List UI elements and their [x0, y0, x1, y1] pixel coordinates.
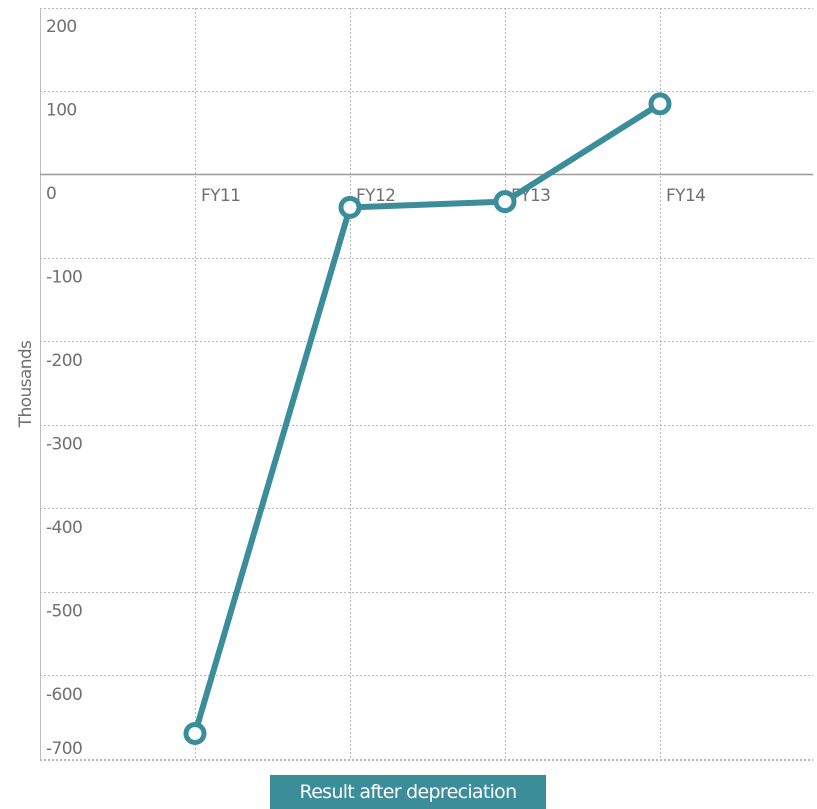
x-tick-label: FY11 [201, 186, 240, 206]
y-tick-label: -200 [46, 351, 82, 371]
y-tick-label: -500 [46, 602, 82, 622]
y-tick-label: -300 [46, 435, 82, 455]
y-axis-title: Thousands [16, 340, 36, 428]
y-tick-label: -700 [46, 739, 82, 759]
legend-item: Result after depreciation [270, 775, 546, 809]
series-layer [183, 92, 672, 745]
x-tick-label: FY14 [666, 186, 705, 206]
data-point[interactable] [183, 722, 207, 745]
y-tick-label: 200 [46, 17, 77, 37]
y-tick-label: -400 [46, 518, 82, 538]
chart-grid [40, 8, 813, 761]
data-point[interactable] [648, 92, 672, 116]
series-line [192, 100, 663, 737]
y-axis-ticks: 200 100 0 -100 -200 -300 -400 -500 -600 -700 [46, 17, 83, 759]
x-axis-ticks: FY11 FY12 FY13 FY14 [201, 186, 706, 206]
y-tick-label: -100 [46, 268, 82, 288]
data-point[interactable] [493, 190, 517, 214]
data-point[interactable] [338, 195, 362, 219]
x-tick-label: FY12 [356, 186, 395, 206]
y-tick-label: 100 [46, 101, 77, 121]
y-tick-label: 0 [46, 184, 56, 204]
y-tick-label: -600 [46, 685, 82, 705]
